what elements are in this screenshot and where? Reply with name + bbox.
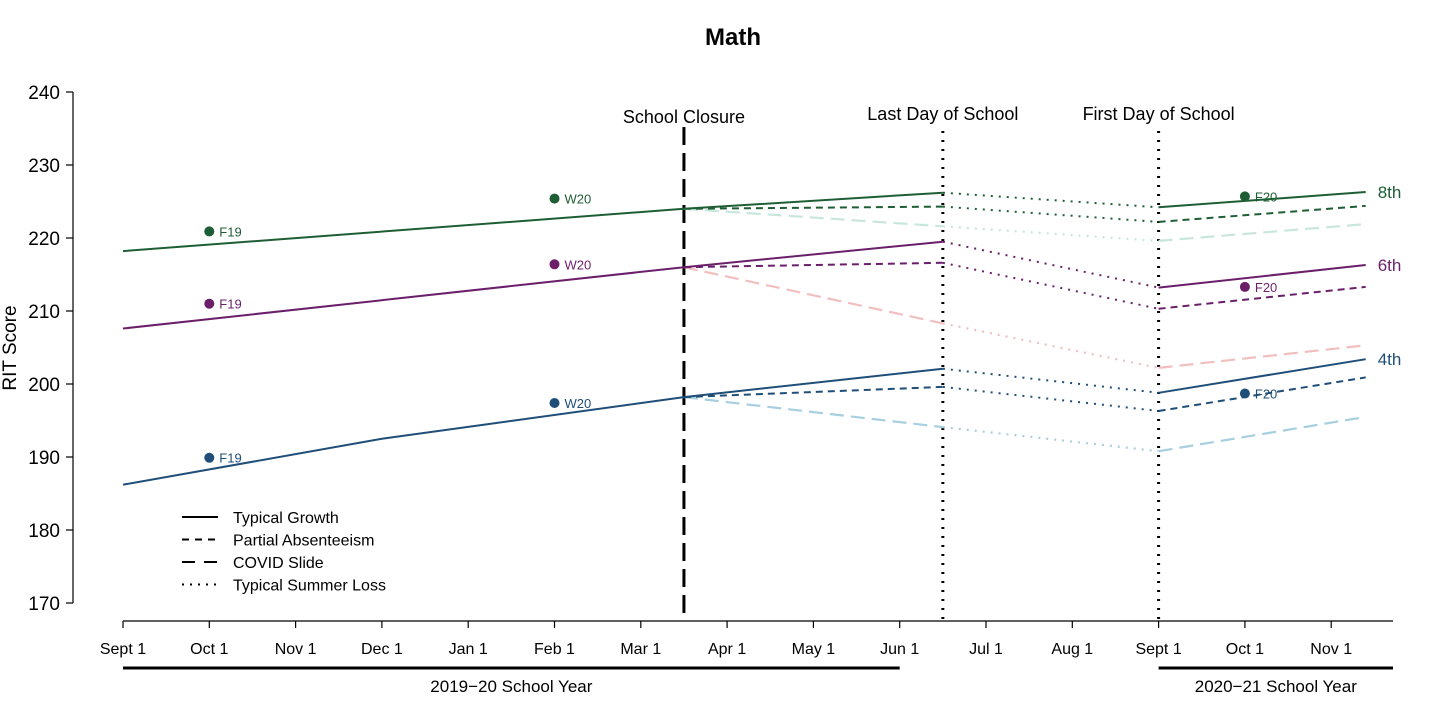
chart-title: Math bbox=[705, 24, 761, 51]
axes: 170 180 190 200 210 220 230 240 Sept 1 Oct 1 Nov 1… bbox=[28, 83, 1393, 658]
x-tick-label: Dec 1 bbox=[361, 641, 403, 658]
data-point-label: F20 bbox=[1255, 189, 1277, 204]
data-point bbox=[1239, 191, 1250, 202]
covid-slide-line bbox=[683, 207, 943, 228]
x-tick-label: Sept 1 bbox=[100, 641, 146, 658]
school-year-label: 2020−21 School Year bbox=[1195, 677, 1357, 696]
x-tick-label: May 1 bbox=[792, 641, 836, 658]
data-point bbox=[549, 397, 560, 408]
school-year-label: 2019−20 School Year bbox=[430, 677, 592, 696]
data-point bbox=[204, 226, 215, 237]
partial-summer-line bbox=[942, 385, 1159, 412]
x-tick-label: Apr 1 bbox=[708, 641, 746, 658]
typical-summer-loss-line bbox=[942, 367, 1159, 394]
y-tick-label: 170 bbox=[28, 594, 60, 615]
typical-growth-next-line bbox=[1158, 191, 1366, 209]
school-year-bars: 2019−20 School Year 2020−21 School Year bbox=[123, 666, 1393, 696]
data-point-label: F19 bbox=[219, 224, 241, 239]
data-point-label: F19 bbox=[219, 451, 241, 466]
covid-next-line bbox=[1158, 344, 1366, 369]
x-tick-label: Nov 1 bbox=[275, 641, 317, 658]
x-tick-label: Jan 1 bbox=[449, 641, 488, 658]
data-point bbox=[549, 259, 560, 270]
grade-label: 4th bbox=[1378, 350, 1402, 369]
x-tick-label: Jun 1 bbox=[880, 641, 919, 658]
grade-label: 8th bbox=[1378, 183, 1402, 202]
partial-summer-line bbox=[942, 205, 1159, 223]
data-point-label: W20 bbox=[565, 192, 592, 207]
typical-growth-line bbox=[122, 240, 943, 330]
x-tick-label: Oct 1 bbox=[1226, 641, 1264, 658]
partial-summer-line bbox=[942, 261, 1159, 310]
typical-summer-loss-line bbox=[942, 240, 1159, 289]
covid-slide-line bbox=[683, 266, 944, 325]
y-tick-label: 210 bbox=[28, 302, 60, 323]
legend-label: Typical Growth bbox=[233, 510, 339, 527]
typical-growth-line bbox=[122, 367, 944, 486]
partial-absenteeism-line bbox=[683, 385, 943, 399]
x-tick-label: Feb 1 bbox=[534, 641, 575, 658]
x-tick-label: Sept 1 bbox=[1135, 641, 1181, 658]
covid-next-line bbox=[1158, 415, 1366, 453]
y-axis-title: RIT Score bbox=[0, 305, 21, 390]
data-point-label: F19 bbox=[219, 297, 241, 312]
data-point-label: F20 bbox=[1255, 280, 1277, 295]
typical-growth-next-line bbox=[1158, 358, 1366, 394]
data-point bbox=[1239, 388, 1250, 399]
legend: Typical Growth Partial Absenteeism COVID S… bbox=[182, 510, 386, 595]
series-lines bbox=[122, 191, 1366, 486]
data-point-label: W20 bbox=[565, 257, 592, 272]
x-tick-label: Nov 1 bbox=[1310, 641, 1352, 658]
partial-next-line bbox=[1158, 285, 1366, 310]
data-point-label: W20 bbox=[565, 396, 592, 411]
x-tick-label: Jul 1 bbox=[969, 641, 1003, 658]
covid-slide-line bbox=[683, 396, 944, 429]
data-point bbox=[1239, 281, 1250, 292]
covid-summer-line bbox=[942, 225, 1159, 242]
event-lines: School Closure Last Day of School First Da… bbox=[623, 104, 1235, 621]
typical-growth-next-line bbox=[1158, 264, 1366, 289]
partial-next-line bbox=[1158, 204, 1366, 223]
x-tick-label: Oct 1 bbox=[190, 641, 228, 658]
y-tick-label: 220 bbox=[28, 229, 60, 250]
legend-label: COVID Slide bbox=[233, 555, 324, 572]
data-point bbox=[204, 452, 215, 463]
covid-summer-line bbox=[942, 322, 1159, 369]
event-label: School Closure bbox=[623, 107, 745, 127]
y-tick-label: 230 bbox=[28, 156, 60, 177]
typical-summer-loss-line bbox=[942, 191, 1159, 209]
event-label: Last Day of School bbox=[867, 104, 1018, 124]
x-tick-label: Mar 1 bbox=[620, 641, 661, 658]
data-point bbox=[549, 193, 560, 204]
y-tick-label: 240 bbox=[28, 83, 60, 104]
covid-summer-line bbox=[942, 426, 1159, 453]
x-tick-label: Aug 1 bbox=[1051, 641, 1093, 658]
covid-next-line bbox=[1158, 223, 1366, 242]
data-point-label: F20 bbox=[1255, 386, 1277, 401]
data-point bbox=[204, 298, 215, 309]
typical-growth-line bbox=[122, 191, 943, 253]
partial-next-line bbox=[1158, 376, 1366, 412]
legend-label: Typical Summer Loss bbox=[233, 578, 386, 595]
y-tick-label: 180 bbox=[28, 521, 60, 542]
y-tick-label: 190 bbox=[28, 448, 60, 469]
grade-label: 6th bbox=[1378, 256, 1402, 275]
event-label: First Day of School bbox=[1083, 104, 1235, 124]
legend-label: Partial Absenteeism bbox=[233, 533, 374, 550]
data-points: F19 W20 F20 8th F19 W20 F20 6th F19 W20 F20 4th bbox=[204, 183, 1401, 466]
y-tick-label: 200 bbox=[28, 375, 60, 396]
